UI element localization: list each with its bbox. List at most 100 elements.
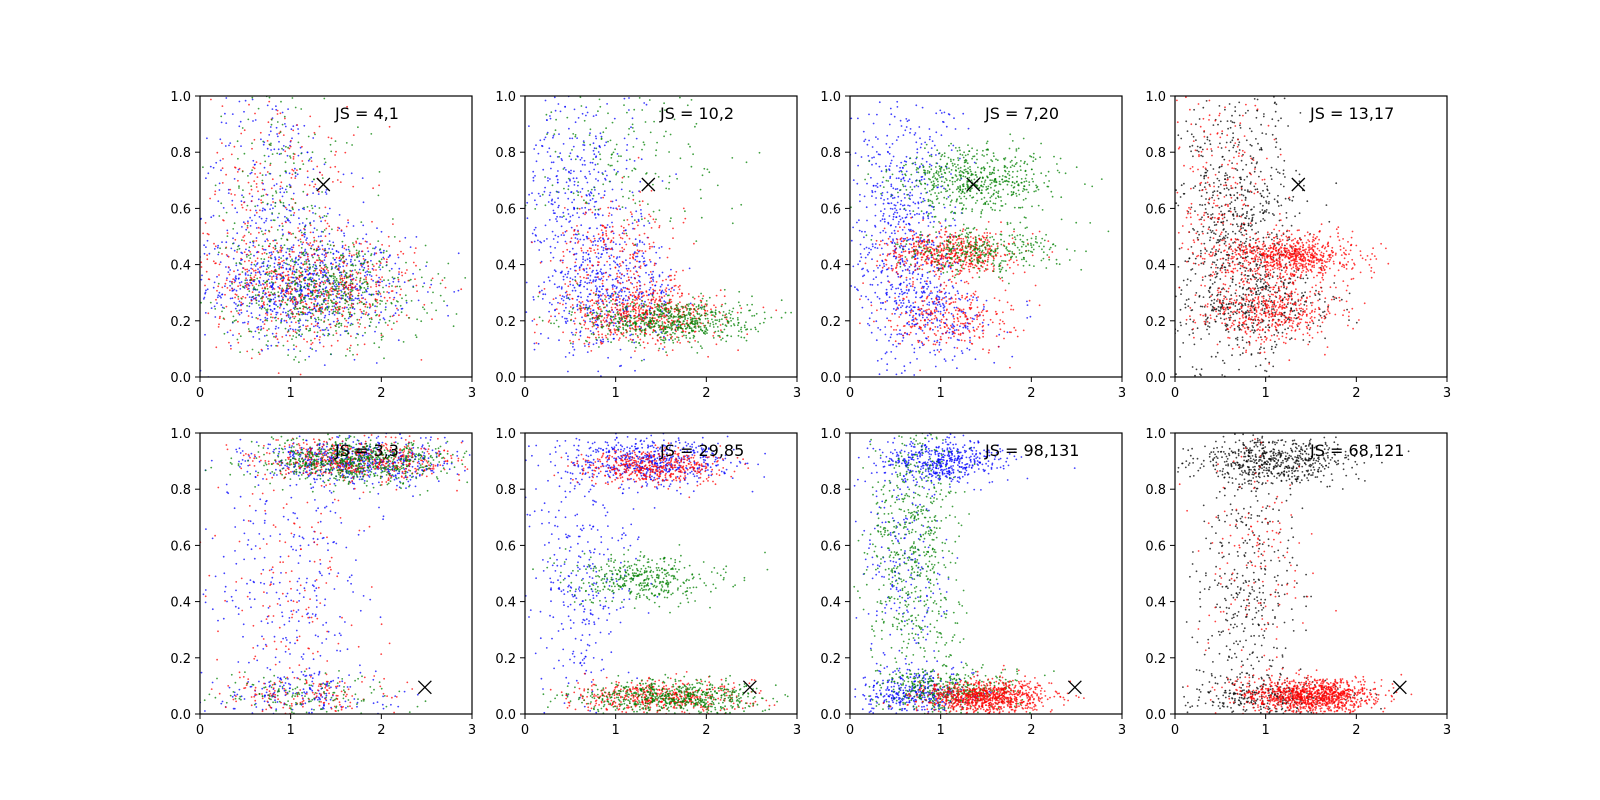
data-point	[606, 288, 609, 291]
data-point	[237, 304, 240, 307]
data-point	[243, 234, 246, 237]
data-point	[618, 265, 621, 268]
data-point	[274, 336, 277, 339]
data-point	[236, 211, 239, 214]
data-point	[261, 296, 263, 299]
data-point	[597, 171, 600, 174]
data-point	[285, 251, 288, 254]
data-point	[280, 266, 282, 269]
data-point	[302, 312, 304, 315]
series-red	[200, 98, 463, 376]
data-point	[655, 281, 658, 283]
data-point	[251, 291, 254, 293]
data-point	[372, 187, 374, 190]
data-point	[615, 243, 617, 246]
data-point	[331, 285, 334, 288]
data-point	[586, 299, 588, 301]
data-point	[587, 253, 590, 256]
data-point	[631, 295, 634, 297]
data-point	[325, 272, 328, 275]
data-point	[299, 328, 302, 331]
data-point	[589, 194, 591, 197]
data-point	[278, 256, 280, 259]
data-point	[272, 207, 274, 210]
data-point	[383, 318, 386, 321]
data-point	[349, 260, 352, 263]
data-point	[313, 239, 316, 242]
data-point	[622, 326, 624, 329]
data-point	[556, 181, 559, 184]
data-point	[365, 278, 367, 281]
data-point	[602, 275, 605, 278]
data-point	[324, 328, 327, 331]
data-point	[295, 332, 298, 335]
data-point	[740, 307, 743, 310]
data-point	[688, 303, 690, 305]
data-point	[658, 299, 660, 302]
data-point	[297, 263, 299, 266]
data-point	[654, 221, 656, 223]
data-point	[634, 308, 637, 311]
data-point	[533, 240, 536, 243]
data-point	[260, 348, 263, 351]
data-point	[569, 241, 572, 243]
data-point	[637, 297, 640, 300]
data-point	[268, 282, 271, 284]
data-point	[257, 268, 259, 270]
data-point	[375, 262, 378, 265]
data-point	[323, 259, 326, 261]
data-point	[634, 291, 637, 293]
data-point	[684, 330, 687, 333]
data-point	[291, 173, 294, 176]
data-point	[345, 225, 348, 228]
data-point	[342, 265, 345, 268]
data-point	[252, 120, 254, 122]
data-point	[328, 294, 330, 297]
data-point	[250, 357, 253, 360]
data-point	[263, 323, 266, 325]
data-point	[360, 243, 362, 245]
data-point	[650, 189, 653, 192]
data-point	[248, 290, 251, 293]
data-point	[409, 246, 412, 249]
data-point	[313, 296, 315, 299]
data-point	[298, 330, 301, 333]
data-point	[675, 271, 678, 273]
data-point	[592, 235, 595, 238]
data-point	[259, 306, 261, 309]
data-point	[398, 267, 401, 270]
data-point	[643, 294, 645, 297]
data-point	[398, 271, 400, 273]
data-point	[285, 145, 287, 148]
data-point	[669, 290, 672, 293]
data-point	[572, 354, 575, 357]
data-point	[650, 302, 653, 305]
data-point	[685, 314, 688, 316]
data-point	[755, 312, 758, 315]
data-point	[243, 152, 246, 155]
data-point	[587, 295, 589, 298]
data-point	[627, 223, 630, 226]
data-point	[294, 202, 297, 204]
data-point	[282, 202, 285, 204]
data-point	[279, 112, 282, 115]
data-point	[638, 275, 641, 278]
data-point	[649, 245, 651, 248]
data-point	[313, 307, 316, 309]
data-point	[292, 198, 295, 201]
data-point	[218, 182, 221, 185]
data-point	[313, 248, 316, 251]
data-point	[250, 171, 253, 174]
data-point	[289, 317, 291, 320]
data-point	[336, 292, 338, 295]
data-point	[414, 278, 416, 280]
data-point	[255, 186, 258, 188]
data-point	[263, 301, 265, 304]
data-point	[265, 268, 268, 271]
data-point	[362, 258, 365, 260]
data-point	[648, 311, 651, 314]
data-point	[262, 280, 265, 282]
data-point	[670, 313, 673, 315]
data-point	[654, 343, 657, 345]
data-point	[401, 274, 404, 277]
